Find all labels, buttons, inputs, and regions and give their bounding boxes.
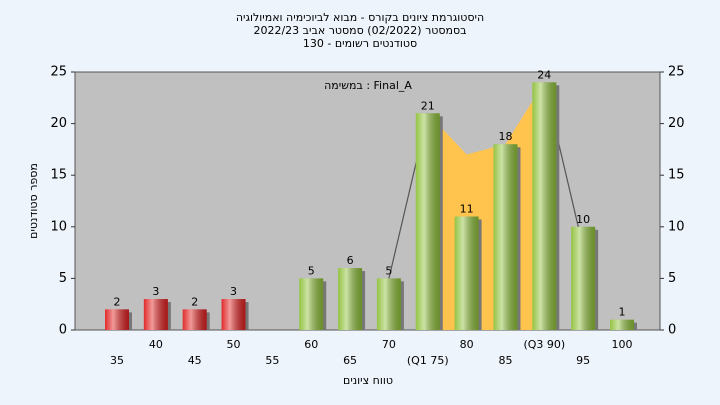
bar-shine	[143, 299, 168, 330]
y2-tick-label: 20	[668, 116, 685, 131]
value-label: 2	[191, 295, 198, 308]
y-tick-label: 20	[50, 116, 67, 131]
value-label: 21	[421, 99, 435, 112]
x-axis-label: טווח ציונים	[343, 374, 393, 387]
value-label: 10	[576, 213, 590, 226]
x-tick-label: 70	[382, 338, 396, 351]
bar-shine	[493, 144, 518, 330]
x-tick-label: 60	[304, 338, 318, 351]
y-tick-label: 10	[50, 219, 67, 234]
y2-tick-label: 25	[668, 65, 685, 80]
x-tick-label: 80	[460, 338, 474, 351]
x-tick-label: 35	[110, 354, 124, 367]
y2-tick-label: 0	[668, 323, 676, 338]
bar-shine	[182, 309, 207, 330]
bar-shine	[376, 278, 401, 330]
y-tick-label: 15	[50, 168, 67, 183]
value-label: 6	[347, 254, 354, 267]
value-label: 5	[385, 264, 392, 277]
plot-area	[74, 71, 661, 331]
x-tick-label: (Q1 75)	[407, 354, 449, 367]
value-label: 5	[308, 264, 315, 277]
value-label: 18	[498, 130, 512, 143]
y2-tick-label: 5	[668, 271, 676, 286]
x-tick-label: 55	[265, 354, 279, 367]
value-label: 24	[537, 68, 551, 81]
bar-shine	[610, 319, 634, 330]
x-tick-label: 95	[576, 354, 590, 367]
value-label: 1	[619, 306, 626, 319]
x-tick-label: 65	[343, 354, 357, 367]
y-tick-label: 25	[50, 65, 67, 80]
title-line: היסטוגרמת ציונים בקורס - מבוא לביוכימיה …	[236, 11, 484, 24]
bar-shine	[338, 268, 363, 330]
x-tick-label: (Q3 90)	[523, 338, 565, 351]
bar-shine	[454, 216, 479, 330]
y-tick-label: 5	[59, 271, 67, 286]
title-line: סטודנטים רשומים - 130	[303, 37, 417, 50]
bar-shine	[532, 82, 557, 330]
y2-tick-label: 15	[668, 168, 685, 183]
y-axis-label: מספר סטודנטים	[27, 163, 40, 239]
x-tick-label: 50	[227, 338, 241, 351]
bar-shine	[105, 309, 129, 330]
x-tick-label: 45	[188, 354, 202, 367]
x-tick-label: 40	[149, 338, 163, 351]
value-label: 3	[152, 285, 159, 298]
bar-shine	[571, 226, 596, 330]
title-line: בסמסטר (02/2022) סמסטר אביב 2022/23	[253, 24, 466, 37]
y2-tick-label: 10	[668, 219, 685, 234]
value-label: 3	[230, 285, 237, 298]
y-tick-label: 0	[59, 323, 67, 338]
value-label: 11	[460, 202, 474, 215]
annotation: במשימה : Final_A	[324, 79, 412, 92]
bar-shine	[221, 299, 246, 330]
value-label: 2	[114, 295, 121, 308]
bar-shine	[299, 278, 324, 330]
x-tick-label: 100	[612, 338, 633, 351]
bar-shine	[415, 113, 440, 330]
x-tick-label: 85	[498, 354, 512, 367]
